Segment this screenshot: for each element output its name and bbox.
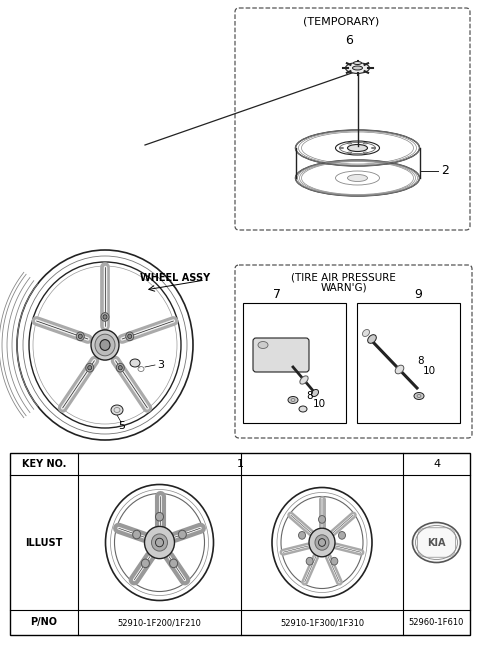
Text: 5: 5 bbox=[119, 421, 125, 431]
Ellipse shape bbox=[126, 332, 134, 340]
Text: 52910-1F300/1F310: 52910-1F300/1F310 bbox=[280, 618, 364, 627]
Ellipse shape bbox=[100, 340, 110, 350]
Ellipse shape bbox=[300, 376, 308, 384]
Text: 8: 8 bbox=[417, 356, 424, 366]
Ellipse shape bbox=[309, 528, 335, 557]
Ellipse shape bbox=[352, 66, 362, 70]
Ellipse shape bbox=[142, 559, 149, 567]
Ellipse shape bbox=[169, 559, 178, 567]
FancyBboxPatch shape bbox=[253, 338, 309, 372]
Ellipse shape bbox=[152, 534, 168, 551]
Text: 6: 6 bbox=[345, 33, 352, 47]
Text: 9: 9 bbox=[415, 289, 422, 302]
Ellipse shape bbox=[78, 334, 82, 338]
Ellipse shape bbox=[130, 359, 140, 367]
Ellipse shape bbox=[338, 531, 346, 539]
Ellipse shape bbox=[288, 396, 298, 403]
Text: KEY NO.: KEY NO. bbox=[22, 459, 66, 469]
Ellipse shape bbox=[76, 332, 84, 340]
Ellipse shape bbox=[348, 144, 368, 152]
Ellipse shape bbox=[111, 405, 123, 415]
Text: ILLUST: ILLUST bbox=[25, 537, 63, 548]
Ellipse shape bbox=[353, 62, 361, 64]
Text: 1: 1 bbox=[237, 459, 244, 469]
Ellipse shape bbox=[88, 365, 92, 370]
Text: 52910-1F200/1F210: 52910-1F200/1F210 bbox=[118, 618, 202, 627]
Ellipse shape bbox=[118, 365, 122, 370]
Ellipse shape bbox=[339, 148, 344, 149]
Ellipse shape bbox=[372, 148, 375, 149]
Ellipse shape bbox=[156, 512, 164, 521]
Ellipse shape bbox=[179, 530, 186, 539]
Ellipse shape bbox=[132, 530, 141, 539]
Bar bbox=[243, 303, 346, 423]
Text: (TEMPORARY): (TEMPORARY) bbox=[303, 17, 379, 27]
Ellipse shape bbox=[395, 365, 404, 374]
Text: WARN'G): WARN'G) bbox=[320, 283, 367, 293]
Ellipse shape bbox=[348, 152, 351, 154]
Bar bbox=[357, 303, 460, 423]
Text: 10: 10 bbox=[313, 399, 326, 409]
Ellipse shape bbox=[348, 174, 368, 182]
Ellipse shape bbox=[368, 335, 376, 343]
Ellipse shape bbox=[346, 62, 370, 73]
Text: 52960-1F610: 52960-1F610 bbox=[409, 618, 464, 627]
Text: 3: 3 bbox=[157, 360, 164, 370]
Text: 4: 4 bbox=[433, 459, 440, 469]
Ellipse shape bbox=[103, 315, 107, 319]
Ellipse shape bbox=[91, 330, 119, 360]
Ellipse shape bbox=[101, 313, 109, 321]
Text: 10: 10 bbox=[423, 366, 436, 376]
Text: P/NO: P/NO bbox=[31, 617, 58, 628]
Ellipse shape bbox=[348, 142, 351, 144]
Ellipse shape bbox=[363, 142, 368, 144]
Ellipse shape bbox=[362, 329, 370, 337]
Text: 7: 7 bbox=[273, 289, 280, 302]
Text: 2: 2 bbox=[442, 165, 449, 178]
Ellipse shape bbox=[319, 516, 325, 523]
Ellipse shape bbox=[363, 152, 368, 154]
Text: WHEEL ASSY: WHEEL ASSY bbox=[140, 273, 210, 283]
Ellipse shape bbox=[299, 406, 307, 412]
Text: 8: 8 bbox=[306, 391, 312, 401]
Ellipse shape bbox=[144, 526, 175, 559]
Ellipse shape bbox=[412, 522, 460, 562]
Ellipse shape bbox=[95, 334, 115, 356]
Ellipse shape bbox=[306, 558, 313, 565]
Text: (TIRE AIR PRESSURE: (TIRE AIR PRESSURE bbox=[291, 273, 396, 283]
Ellipse shape bbox=[299, 531, 306, 539]
Ellipse shape bbox=[258, 342, 268, 348]
Ellipse shape bbox=[128, 334, 132, 338]
Ellipse shape bbox=[312, 390, 319, 396]
Ellipse shape bbox=[86, 363, 94, 372]
Ellipse shape bbox=[414, 392, 424, 400]
Ellipse shape bbox=[331, 558, 338, 565]
Bar bbox=[10, 453, 470, 635]
Ellipse shape bbox=[315, 535, 329, 550]
Text: KIA: KIA bbox=[427, 537, 446, 548]
Ellipse shape bbox=[116, 363, 124, 372]
